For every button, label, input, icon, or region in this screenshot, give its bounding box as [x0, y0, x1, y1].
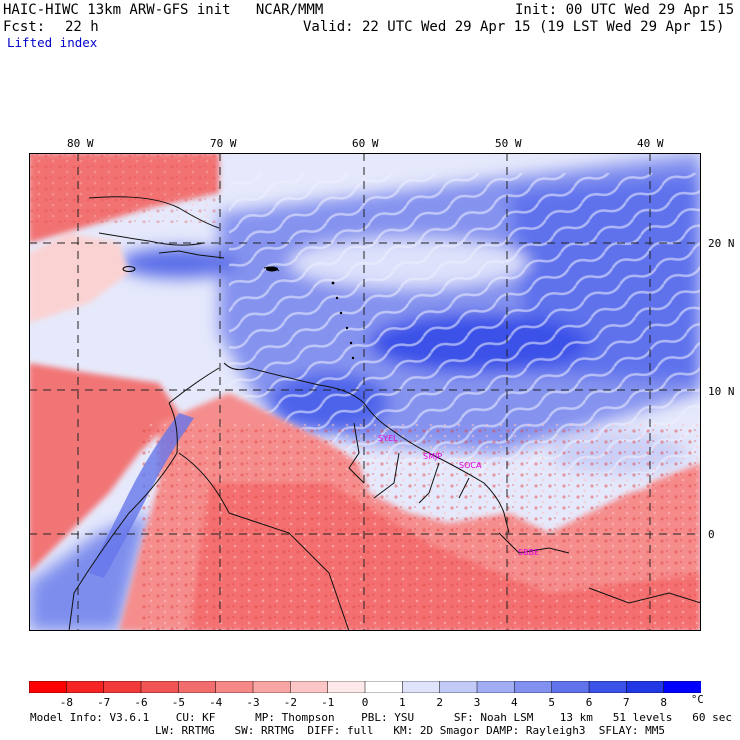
lat-label-10n: 10 N	[708, 385, 735, 398]
lon-label-60w: 60 W	[352, 137, 379, 150]
colorbar-swatch	[140, 681, 180, 693]
colorbar-swatch	[514, 681, 553, 693]
lifted-index-colorbar	[29, 681, 701, 693]
colorbar-swatch	[588, 681, 628, 693]
lon-label-80w: 80 W	[67, 137, 94, 150]
colorbar-tick-label: 0	[361, 696, 369, 709]
lon-label-50w: 50 W	[495, 137, 522, 150]
map-frame	[29, 153, 701, 631]
colorbar-swatch	[402, 681, 441, 693]
colorbar-swatch	[66, 681, 105, 693]
colorbar-tick-label: 6	[585, 696, 593, 709]
colorbar-tick-label: -8	[59, 696, 73, 709]
model-info-line-2: LW: RRTMG SW: RRTMG DIFF: full KM: 2D Sm…	[155, 724, 665, 737]
colorbar-tick-label: 5	[548, 696, 555, 709]
colorbar-tick-label: -7	[97, 696, 111, 709]
station-label-syel: SYEL	[378, 434, 398, 443]
colorbar-swatch	[327, 681, 366, 693]
colorbar-swatch	[364, 681, 404, 693]
model-title: HAIC-HIWC 13km ARW-GFS init NCAR/MMM	[3, 2, 324, 18]
model-info-line-1: Model Info: V3.6.1 CU: KF MP: Thompson P…	[30, 711, 732, 724]
colorbar-swatch	[439, 681, 478, 693]
lon-label-70w: 70 W	[210, 137, 237, 150]
colorbar-swatch	[626, 681, 665, 693]
lifted-index-map: SYEL SMJP SOCA SBBE	[29, 153, 701, 631]
init-time: Init: 00 UTC Wed 29 Apr 15	[515, 2, 735, 18]
lat-label-0: 0	[708, 528, 715, 541]
colorbar-swatch	[29, 681, 68, 693]
colorbar-tick-label: 8	[660, 696, 667, 709]
colorbar-swatch	[178, 681, 217, 693]
graticule	[29, 153, 701, 631]
station-label-sbbe: SBBE	[518, 548, 539, 557]
station-label-smjp: SMJP	[423, 452, 442, 461]
colorbar-swatch	[663, 681, 701, 693]
colorbar-swatch	[215, 681, 254, 693]
station-label-soca: SOCA	[459, 461, 482, 470]
colorbar-swatch	[551, 681, 590, 693]
colorbar-tick-label: -6	[134, 696, 148, 709]
colorbar-tick-label: 3	[473, 696, 481, 709]
lon-label-40w: 40 W	[637, 137, 664, 150]
colorbar-swatch	[290, 681, 329, 693]
lat-label-20n: 20 N	[708, 237, 735, 250]
colorbar-tick-label: 7	[623, 696, 630, 709]
colorbar-tick-label: -1	[321, 696, 335, 709]
colorbar-unit: °C	[691, 694, 704, 706]
coastlines	[68, 196, 701, 631]
colorbar-tick-label: 2	[436, 696, 443, 709]
colorbar-tick-label: 4	[511, 696, 518, 709]
colorbar-tick-label: -4	[209, 696, 223, 709]
andes-unstable-strip	[89, 413, 194, 578]
colorbar-tick-label: -5	[171, 696, 185, 709]
colorbar-swatch	[252, 681, 292, 693]
colorbar-tick-label: -2	[283, 696, 297, 709]
colorbar-swatch	[103, 681, 142, 693]
convective-speckle	[139, 423, 701, 631]
valid-time: Valid: 22 UTC Wed 29 Apr 15 (19 LST Wed …	[303, 19, 725, 35]
colorbar-tick-label: 1	[399, 696, 406, 709]
forecast-label: Fcst:	[3, 19, 46, 35]
caribbean-islands	[122, 266, 355, 360]
field-name: Lifted index	[7, 35, 98, 50]
colorbar-swatch	[476, 681, 516, 693]
colorbar-tick-label: -3	[246, 696, 260, 709]
station-labels: SYEL SMJP SOCA SBBE	[378, 434, 539, 557]
forecast-hour: 22 h	[65, 19, 99, 35]
